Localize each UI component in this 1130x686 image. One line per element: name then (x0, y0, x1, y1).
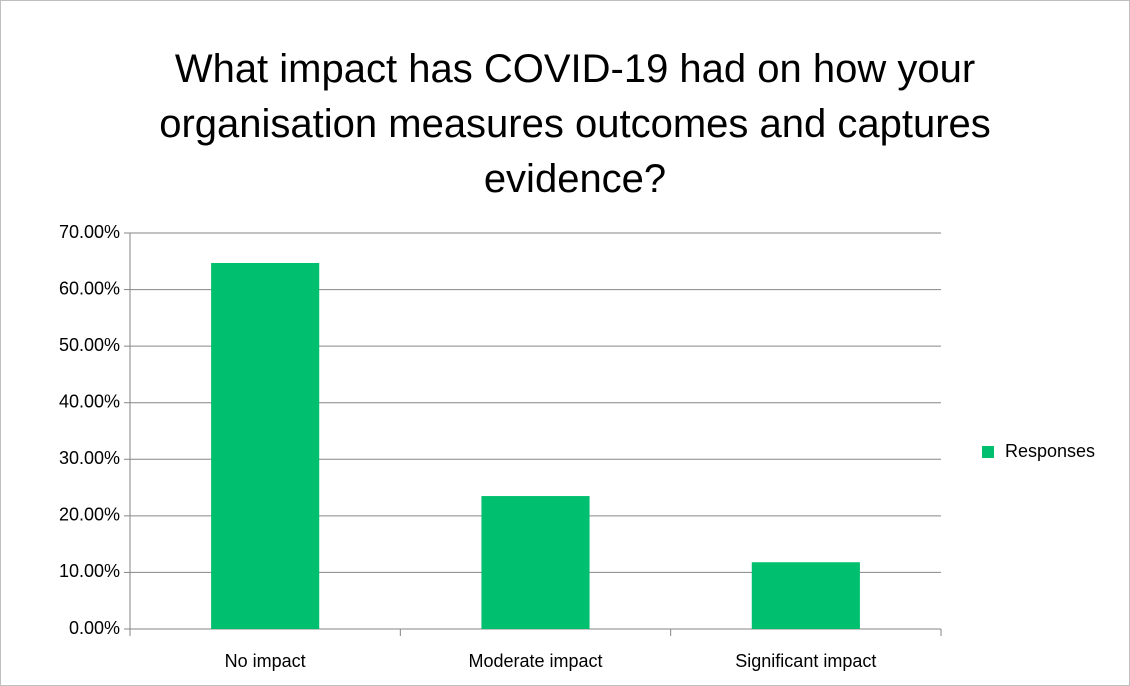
y-tick-label: 30.00% (59, 448, 120, 468)
y-tick-label: 10.00% (59, 561, 120, 581)
x-tick-label: Moderate impact (468, 651, 602, 671)
y-tick-label: 0.00% (69, 618, 120, 638)
y-tick-label: 20.00% (59, 505, 120, 525)
y-tick-label: 50.00% (59, 335, 120, 355)
x-tick-label: Significant impact (735, 651, 876, 671)
bar (481, 496, 590, 629)
y-tick-label: 70.00% (59, 222, 120, 242)
y-tick-label: 60.00% (59, 278, 120, 298)
chart-title: What impact has COVID-19 had on how your… (159, 47, 991, 201)
y-tick-label: 40.00% (59, 391, 120, 411)
bar (751, 562, 860, 629)
bar (211, 262, 320, 629)
legend-swatch (982, 446, 994, 458)
legend-label: Responses (1005, 441, 1095, 461)
x-tick-label: No impact (225, 651, 306, 671)
